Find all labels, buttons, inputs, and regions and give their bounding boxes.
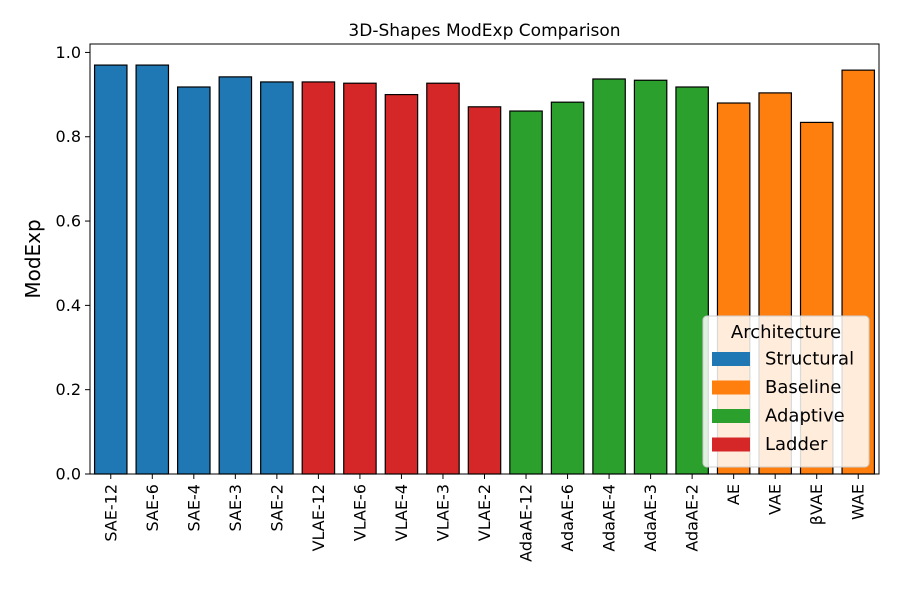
legend-swatch-adaptive [712, 409, 750, 423]
y-tick-label: 1.0 [56, 43, 81, 62]
x-tick-label: VAE [766, 484, 785, 515]
legend-label-structural: Structural [765, 349, 854, 370]
bar-VLAE-3 [426, 82, 460, 475]
bar-SAE-2 [260, 81, 294, 475]
x-tick-label: VLAE-12 [309, 484, 328, 551]
x-tick-label: VLAE-2 [475, 484, 494, 541]
x-tick-label: βVAE [807, 484, 826, 525]
y-axis-ticks: 0.0 0.2 0.4 0.6 0.8 1.0 [56, 43, 90, 484]
bar-AdaAE-6 [550, 101, 585, 475]
legend-swatch-structural [712, 352, 750, 366]
legend-label-ladder: Ladder [765, 434, 828, 455]
x-tick-label: AdaAE-12 [517, 484, 536, 562]
x-tick-label: AdaAE-2 [683, 484, 702, 552]
bar-AdaAE-3 [633, 79, 668, 475]
bar-SAE-4 [177, 86, 211, 475]
y-axis-title: ModExp [21, 219, 45, 298]
x-tick-label: SAE-12 [101, 484, 120, 542]
legend: Architecture Structural Baseline Adaptive La… [702, 315, 870, 468]
x-tick-label: VLAE-6 [350, 484, 369, 541]
legend-swatch-baseline [712, 380, 750, 395]
legend-title: Architecture [731, 322, 841, 343]
x-axis-ticks: SAE-12 SAE-6 SAE-4 SAE-3 SAE-2 VLAE-12 VLAE-6 V… [101, 474, 868, 562]
x-tick-label: AdaAE-4 [600, 484, 619, 552]
x-tick-label: SAE-3 [226, 484, 245, 531]
legend-label-baseline: Baseline [765, 377, 841, 398]
legend-label-adaptive: Adaptive [765, 406, 845, 427]
y-tick-label: 0.4 [56, 296, 81, 315]
x-tick-label: AdaAE-3 [641, 484, 660, 552]
x-tick-label: AdaAE-6 [558, 484, 577, 552]
x-tick-label: VLAE-3 [433, 484, 452, 541]
bar-AdaAE-4 [592, 78, 626, 475]
y-tick-label: 0.0 [56, 465, 81, 484]
bar-VLAE-2 [467, 106, 502, 475]
x-tick-label: WAE [849, 484, 868, 520]
bar-SAE-12 [93, 64, 128, 475]
y-tick-label: 0.6 [56, 212, 81, 231]
x-tick-label: AE [724, 484, 743, 505]
x-tick-label: SAE-6 [143, 484, 162, 531]
bar-SAE-6 [135, 64, 170, 475]
y-tick-label: 0.8 [56, 127, 81, 146]
bar-VLAE-6 [343, 82, 377, 475]
x-tick-label: SAE-2 [267, 484, 286, 531]
y-tick-label: 0.2 [56, 380, 81, 399]
chart-title: 3D-Shapes ModExp Comparison [348, 21, 620, 41]
bar-VLAE-12 [301, 81, 336, 475]
x-tick-label: VLAE-4 [392, 484, 411, 541]
x-tick-label: SAE-4 [184, 484, 203, 531]
bar-VLAE-4 [384, 93, 419, 475]
bar-AdaAE-12 [509, 110, 543, 475]
legend-swatch-ladder [712, 437, 750, 452]
plot-area-frame [89, 43, 880, 475]
bar-SAE-3 [218, 76, 253, 475]
